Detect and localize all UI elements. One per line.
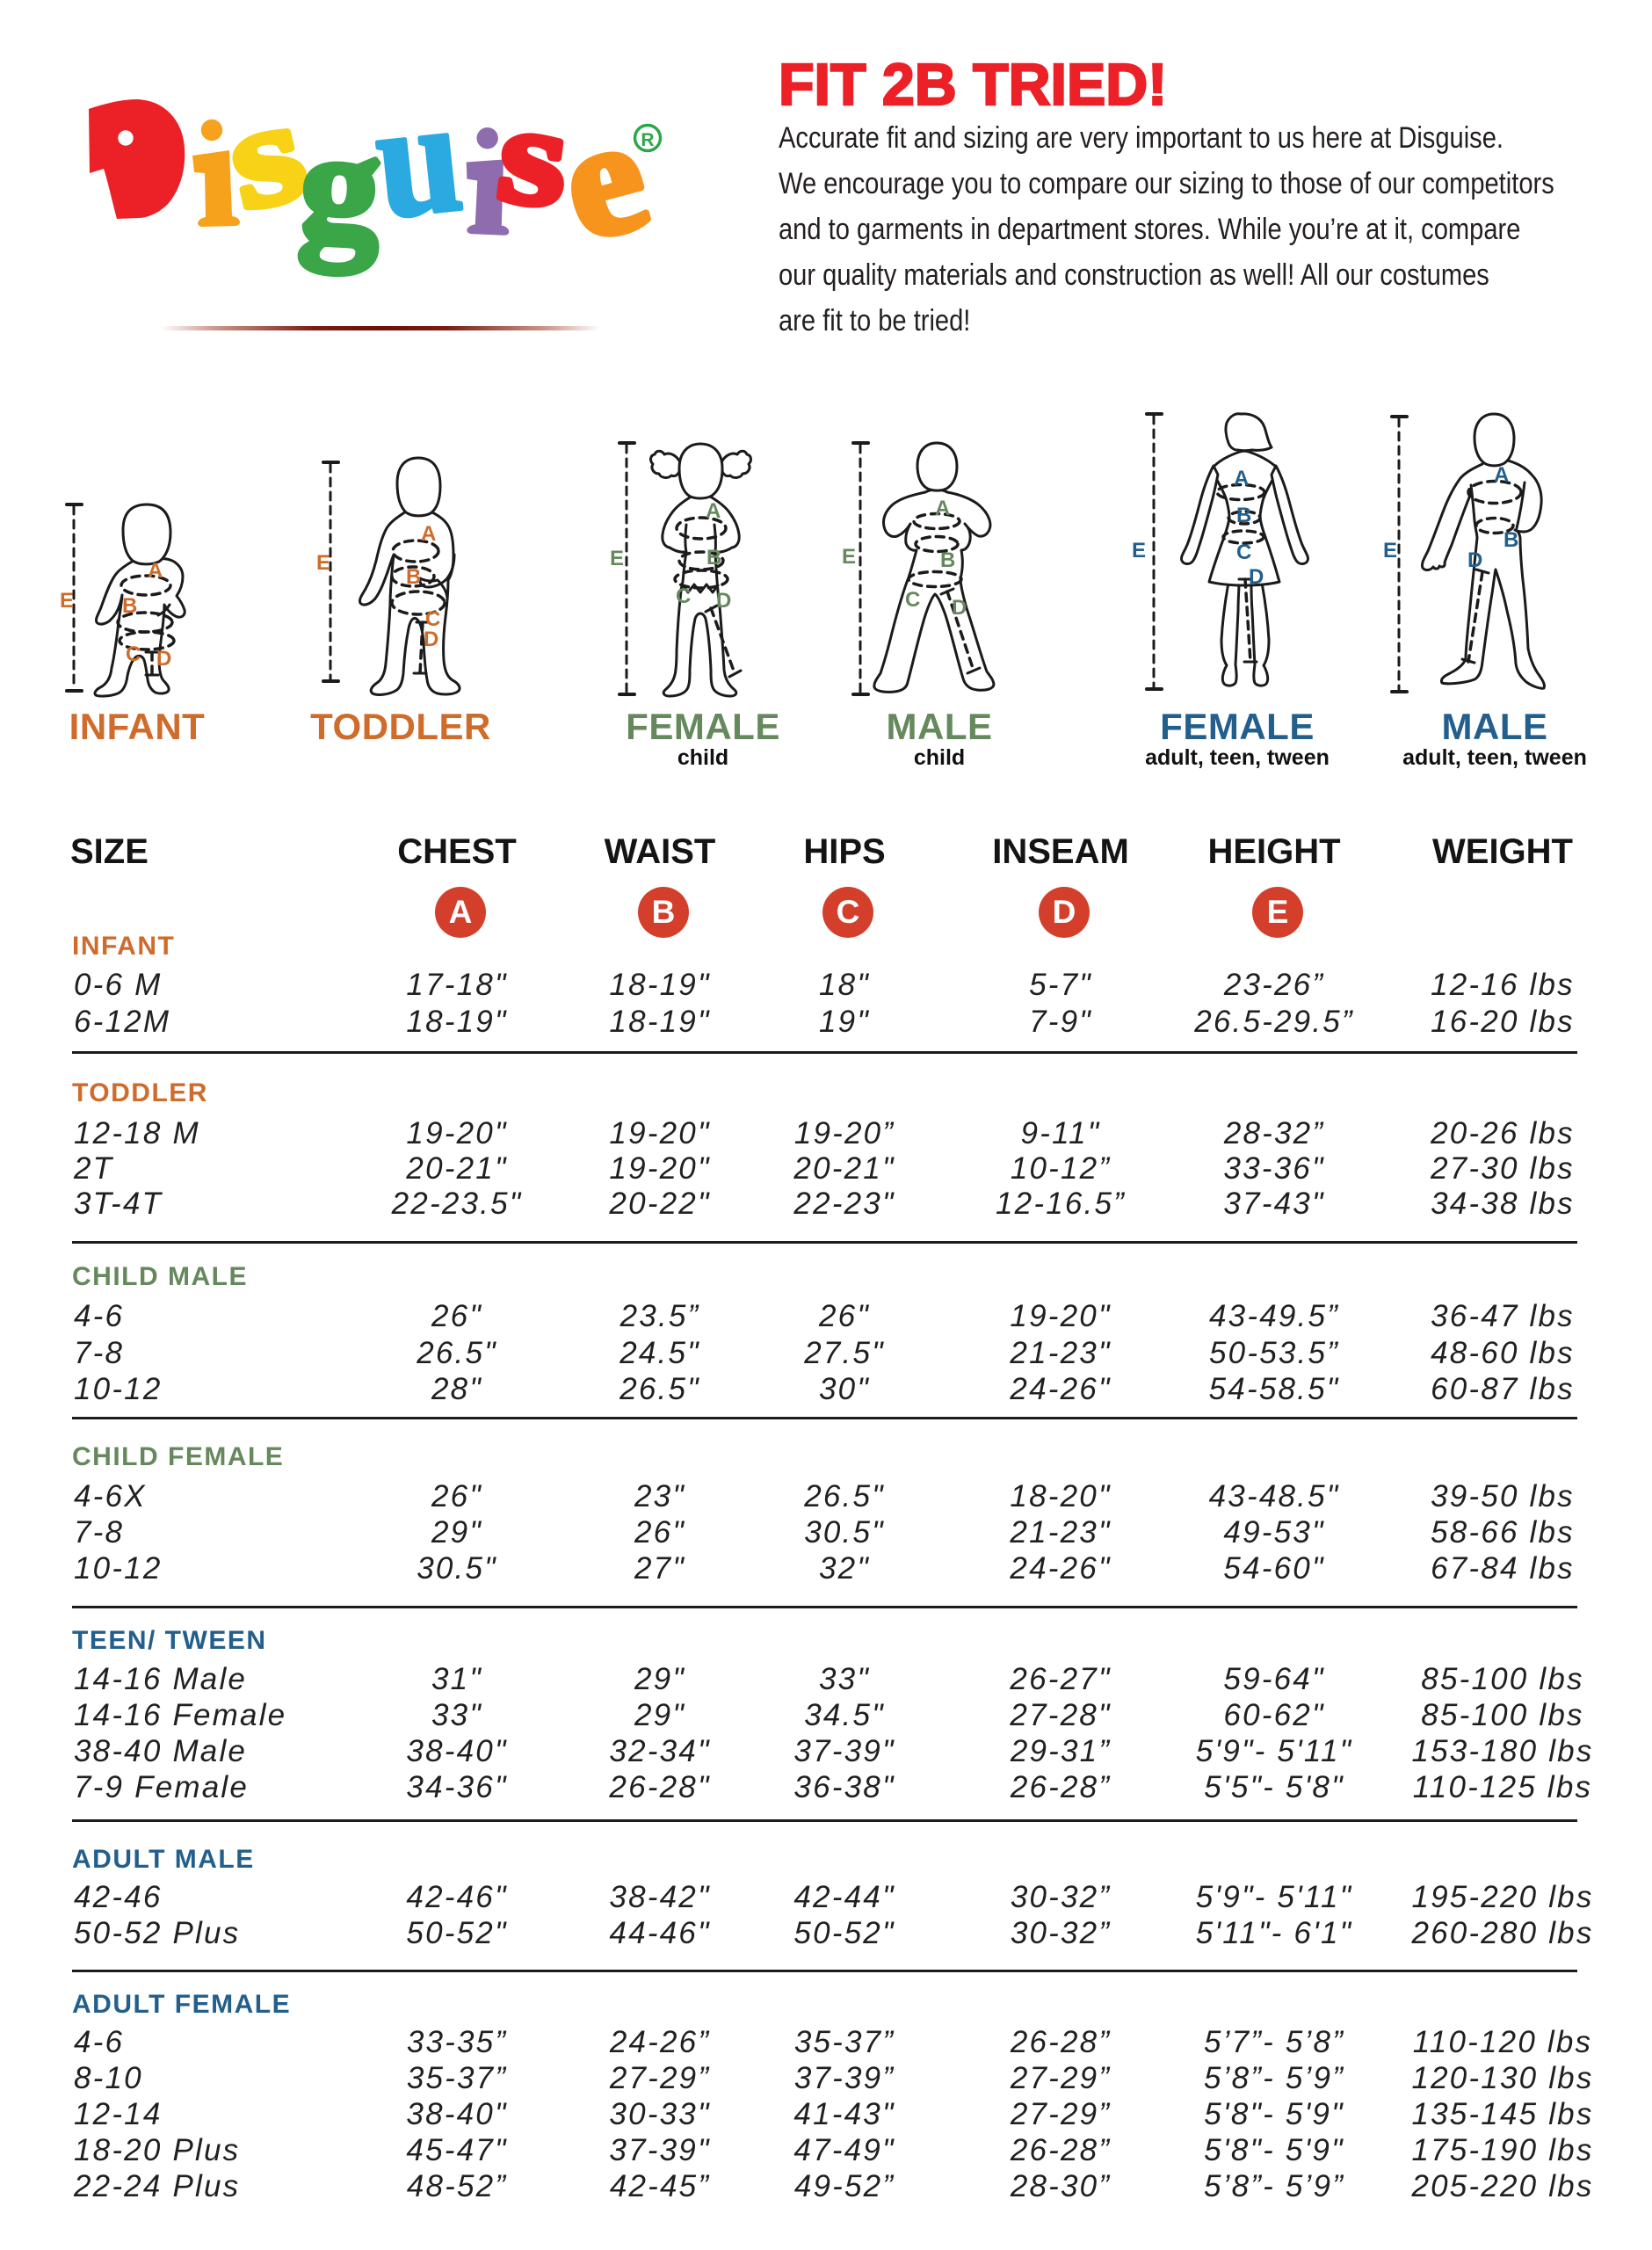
svg-text:D: D	[716, 589, 731, 613]
svg-text:B: B	[1236, 504, 1251, 527]
svg-text:D: D	[952, 596, 967, 620]
svg-text:C: C	[425, 607, 440, 631]
svg-text:E: E	[1132, 539, 1146, 562]
svg-text:D: D	[1249, 565, 1264, 589]
svg-text:u: u	[367, 88, 468, 252]
svg-text:C: C	[126, 642, 141, 666]
svg-text:A: A	[706, 499, 721, 523]
svg-text:g: g	[295, 97, 385, 276]
svg-text:D: D	[424, 628, 438, 651]
svg-text:R: R	[641, 130, 654, 150]
svg-text:B: B	[1503, 528, 1518, 552]
svg-text:A: A	[935, 497, 950, 520]
svg-text:E: E	[1383, 539, 1397, 562]
svg-text:A: A	[421, 522, 436, 546]
svg-text:D: D	[156, 647, 171, 671]
svg-text:C: C	[905, 588, 920, 612]
svg-text:B: B	[122, 594, 137, 618]
svg-text:D: D	[1467, 548, 1482, 572]
svg-text:E: E	[610, 547, 624, 570]
svg-text:B: B	[940, 548, 955, 572]
svg-text:C: C	[1236, 541, 1251, 564]
svg-text:A: A	[1494, 463, 1509, 487]
svg-text:B: B	[406, 565, 421, 589]
svg-text:A: A	[1234, 467, 1249, 490]
svg-text:E: E	[316, 551, 330, 575]
svg-text:A: A	[148, 559, 163, 583]
svg-text:E: E	[60, 589, 74, 613]
svg-text:B: B	[706, 546, 721, 570]
svg-text:C: C	[676, 584, 691, 608]
svg-text:E: E	[842, 545, 856, 569]
